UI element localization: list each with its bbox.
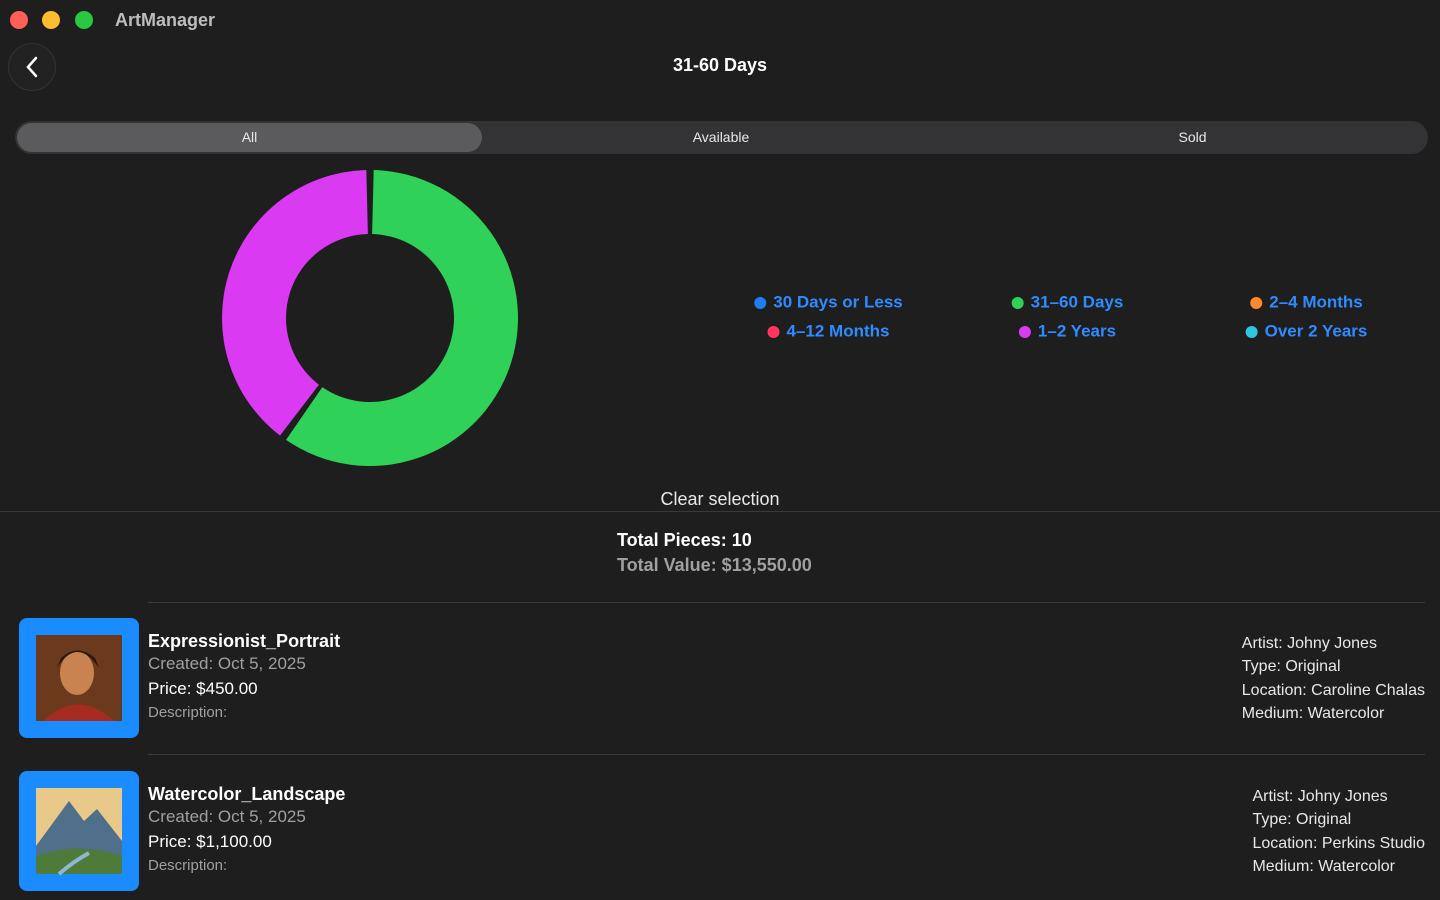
donut-segment [286,170,518,466]
item-description: Description: [148,857,228,874]
divider [0,511,1440,512]
item-info: Expressionist_Portrait Created: Oct 5, 2… [148,631,340,726]
donut-chart: 30 Days or Less 31–60 Days 2–4 Months 4–12 … [222,170,1368,466]
item-location: Location: Perkins Studio [1252,834,1425,852]
item-medium: Medium: Watercolor [1241,704,1385,722]
item-description: Description: [148,704,228,721]
item-type: Type: Original [1241,658,1341,676]
legend-dot [1011,297,1024,309]
item-medium: Medium: Watercolor [1252,857,1396,875]
legend-dot [1018,326,1031,338]
legend-label: Over 2 Years [1265,321,1368,340]
item-location: Location: Caroline Chalas [1241,681,1425,699]
legend-label: 30 Days or Less [773,292,902,311]
close-button[interactable] [10,11,28,29]
legend-dot [1250,297,1263,309]
legend-entry[interactable]: 4–12 Months [767,321,890,340]
legend-entry[interactable]: 2–4 Months [1250,292,1363,311]
landscape-image [36,788,122,876]
segment[interactable]: Available [692,129,750,145]
minimize-button[interactable] [42,11,60,29]
legend-label: 31–60 Days [1031,292,1124,311]
legend-label: 1–2 Years [1038,321,1116,340]
legend-entry[interactable]: 30 Days or Less [754,292,903,311]
legend-entry[interactable]: Over 2 Years [1245,321,1368,340]
item-created: Created: Oct 5, 2025 [148,654,306,673]
divider [148,602,1425,603]
item-price: Price: $1,100.00 [148,831,272,851]
segment-selected [17,123,482,152]
legend-entry[interactable]: 31–60 Days [1011,292,1124,311]
portrait-image [36,635,122,721]
legend-entry[interactable]: 1–2 Years [1018,321,1116,340]
artwork-thumbnail[interactable] [19,618,139,738]
item-created: Created: Oct 5, 2025 [148,807,306,826]
back-icon [26,56,38,78]
legend-dot [767,326,780,338]
item-info: Watercolor_Landscape Created: Oct 5, 202… [148,784,345,879]
zoom-button[interactable] [75,11,93,29]
item-name: Expressionist_Portrait [148,631,341,651]
item-artist: Artist: Johny Jones [1252,788,1388,805]
total-value: Total Value: $13,550.00 [617,555,812,575]
back-button[interactable] [8,43,56,91]
total-pieces: Total Pieces: 10 [617,530,752,550]
item-name: Watercolor_Landscape [148,784,346,804]
legend-dot [754,297,767,309]
item-price: Price: $450.00 [148,678,258,698]
legend-dot [1245,326,1258,338]
divider [148,754,1425,755]
item-type: Type: Original [1252,811,1352,829]
clear-selection[interactable]: Clear selection [660,489,780,509]
legend-label: 4–12 Months [787,321,890,340]
app-name: ArtManager [115,10,216,30]
item-details: Artist: Johny Jones Type: Original Locat… [1242,632,1425,725]
segment[interactable]: All [241,129,258,145]
segment[interactable]: Sold [1178,129,1207,145]
item-artist: Artist: Johny Jones [1241,635,1377,652]
legend-label: 2–4 Months [1269,292,1363,311]
item-details: Artist: Johny Jones Type: Original Locat… [1252,785,1425,878]
artwork-thumbnail[interactable] [19,771,139,891]
page-title: 31-60 Days [672,55,768,75]
donut-segment [222,170,368,436]
